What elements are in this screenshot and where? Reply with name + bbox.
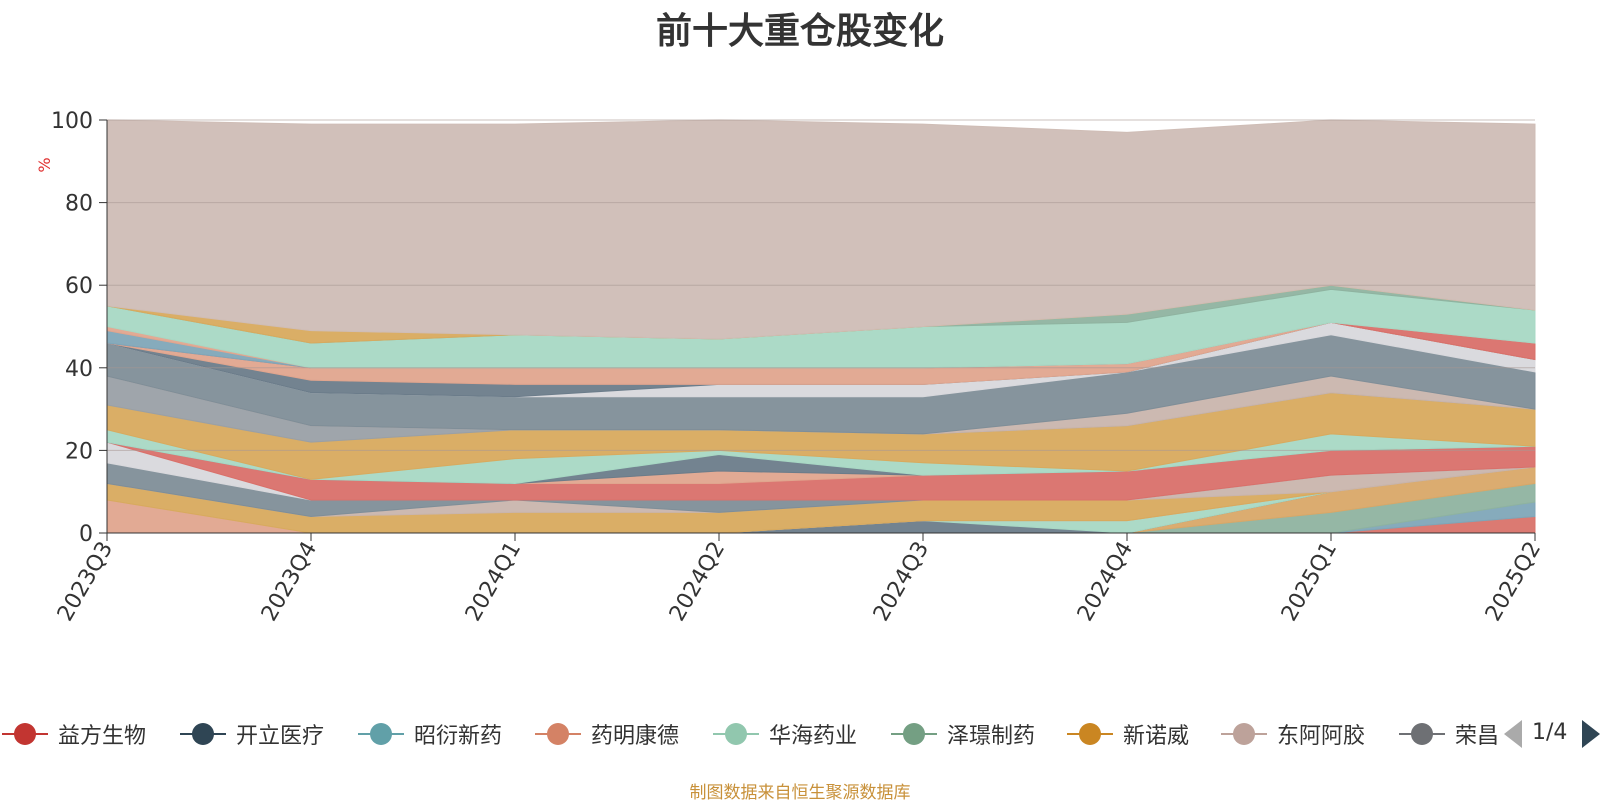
legend-marker-icon: [535, 723, 581, 745]
y-tick-label: 100: [51, 109, 93, 134]
legend-label: 泽璟制药: [947, 724, 1036, 749]
legend-marker-icon: [891, 723, 937, 745]
legend-label: 益方生物: [58, 724, 147, 749]
legend-label: 东阿阿胶: [1277, 724, 1366, 749]
x-tick-label: 2024Q2: [665, 538, 730, 626]
chart-title: 前十大重仓股变化: [655, 11, 944, 52]
x-tick-label: 2023Q4: [257, 538, 322, 626]
legend-item[interactable]: 新诺威: [1065, 714, 1189, 754]
y-tick-label: 0: [79, 522, 93, 547]
legend-marker-icon: [180, 723, 226, 745]
legend-marker-icon: [713, 723, 759, 745]
legend-page-indicator: 1/4: [1532, 720, 1568, 745]
data-source-note: 制图数据来自恒生聚源数据库: [689, 783, 911, 803]
legend-item[interactable]: 泽璟制药: [889, 714, 1035, 754]
x-tick-label: 2024Q4: [1073, 538, 1138, 626]
next-page-icon[interactable]: [1582, 720, 1600, 748]
x-tick-label: 2024Q1: [461, 538, 526, 626]
x-tick-label: 2025Q2: [1481, 538, 1546, 626]
x-tick-label: 2024Q3: [869, 538, 934, 626]
y-tick-label: 40: [65, 357, 93, 382]
legend: 益方生物 开立医疗 昭衍新药 药明康德 华海药业 泽璟制药 新诺威 东阿阿胶 荣昌生物: [0, 714, 1500, 754]
legend-label: 华海药业: [769, 724, 858, 749]
legend-item[interactable]: 华海药业: [711, 714, 857, 754]
area-series-28: [106, 119, 1536, 340]
legend-item[interactable]: 益方生物: [0, 714, 146, 754]
legend-label: 开立医疗: [236, 724, 325, 749]
legend-item[interactable]: 东阿阿胶: [1219, 714, 1365, 754]
legend-label: 荣昌生物: [1455, 724, 1500, 749]
legend-label: 新诺威: [1123, 724, 1190, 749]
legend-item[interactable]: 开立医疗: [178, 714, 324, 754]
legend-pager: 1/4: [1500, 714, 1600, 754]
legend-label: 药明康德: [591, 724, 680, 749]
x-tick-label: 2023Q3: [53, 538, 118, 626]
legend-label: 昭衍新药: [414, 724, 503, 749]
y-axis-unit: %: [35, 157, 54, 172]
legend-item[interactable]: 荣昌生物: [1397, 714, 1500, 754]
legend-item[interactable]: 昭衍新药: [356, 714, 502, 754]
y-tick-label: 20: [65, 439, 93, 464]
y-tick-label: 60: [65, 274, 93, 299]
plot-area: [106, 119, 1536, 534]
legend-marker-icon: [1221, 723, 1267, 745]
legend-item[interactable]: 药明康德: [533, 714, 679, 754]
x-tick-label: 2025Q1: [1277, 538, 1342, 626]
legend-marker-icon: [1067, 723, 1113, 745]
legend-marker-icon: [358, 723, 404, 745]
legend-marker-icon: [1399, 723, 1445, 745]
y-tick-label: 80: [65, 192, 93, 217]
previous-page-icon[interactable]: [1504, 720, 1522, 748]
legend-marker-icon: [2, 723, 48, 745]
